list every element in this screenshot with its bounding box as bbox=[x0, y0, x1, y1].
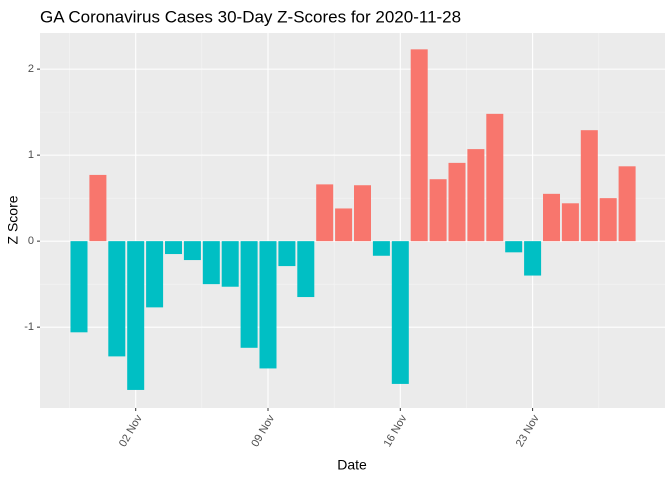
bar bbox=[372, 241, 390, 256]
bar bbox=[391, 241, 409, 384]
bar bbox=[316, 184, 334, 242]
bar bbox=[221, 241, 239, 287]
bar bbox=[543, 193, 560, 242]
y-tick-label: 0 bbox=[28, 235, 34, 247]
bar bbox=[524, 241, 542, 276]
bar bbox=[561, 203, 579, 242]
bar bbox=[278, 241, 296, 267]
x-tick-label: 16 Nov bbox=[382, 413, 410, 450]
y-tick-label: -1 bbox=[24, 321, 34, 333]
bar bbox=[127, 241, 145, 390]
bar bbox=[599, 198, 617, 242]
chart-title: GA Coronavirus Cases 30-Day Z-Scores for… bbox=[40, 7, 461, 26]
bar bbox=[467, 149, 485, 242]
bars bbox=[70, 49, 636, 390]
bar bbox=[505, 241, 523, 253]
y-axis-title: Z Score bbox=[5, 195, 21, 244]
x-tick-label: 09 Nov bbox=[249, 413, 277, 450]
bar bbox=[618, 166, 636, 242]
bar bbox=[429, 179, 447, 242]
bar bbox=[70, 241, 88, 333]
x-axis-title: Date bbox=[337, 457, 367, 473]
bar bbox=[108, 241, 126, 357]
bar bbox=[354, 185, 371, 242]
bar bbox=[486, 113, 504, 242]
bar bbox=[335, 208, 353, 242]
bar bbox=[297, 241, 315, 298]
bar bbox=[165, 241, 182, 255]
x-tick-label: 02 Nov bbox=[117, 413, 145, 450]
y-tick-label: 1 bbox=[28, 149, 34, 161]
bar bbox=[448, 162, 466, 242]
bar bbox=[580, 130, 598, 242]
x-tick-label: 23 Nov bbox=[514, 413, 542, 450]
bar bbox=[89, 174, 107, 242]
bar bbox=[259, 241, 277, 369]
bar bbox=[183, 241, 201, 261]
bar bbox=[146, 241, 164, 308]
bar bbox=[410, 49, 428, 242]
bar bbox=[240, 241, 258, 348]
bar bbox=[202, 241, 220, 285]
y-tick-label: 2 bbox=[28, 63, 34, 75]
